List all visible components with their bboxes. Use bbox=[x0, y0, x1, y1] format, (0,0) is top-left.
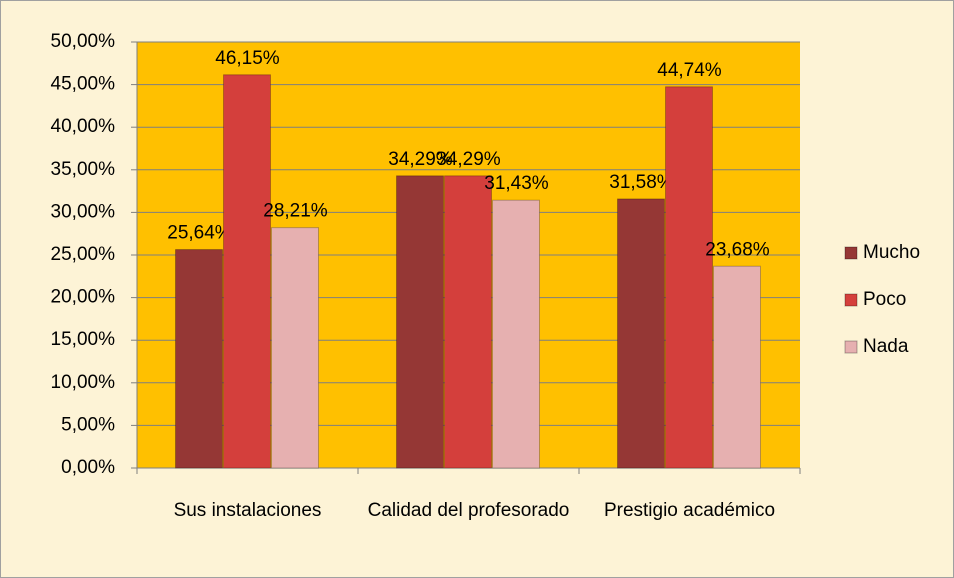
y-tick-label: 15,00% bbox=[51, 329, 116, 350]
bar-shade bbox=[223, 74, 271, 469]
x-tick-label: Sus instalaciones bbox=[173, 500, 322, 521]
data-label: 23,68% bbox=[705, 239, 770, 260]
bar-shade bbox=[396, 175, 444, 469]
legend-label: Nada bbox=[863, 336, 909, 357]
x-tick-label: Prestigio académico bbox=[603, 500, 776, 521]
bar-shade bbox=[617, 198, 665, 469]
y-tick-label: 5,00% bbox=[61, 414, 115, 435]
bar-shade bbox=[444, 175, 492, 469]
data-label: 31,43% bbox=[484, 173, 549, 194]
data-label: 46,15% bbox=[215, 48, 280, 69]
y-tick-label: 25,00% bbox=[51, 244, 116, 265]
bar-shade bbox=[665, 86, 713, 469]
data-label: 25,64% bbox=[167, 223, 232, 244]
data-label: 31,58% bbox=[609, 172, 674, 193]
data-label: 34,29% bbox=[388, 149, 453, 170]
y-tick-label: 50,00% bbox=[51, 31, 116, 52]
bar-shade bbox=[271, 227, 319, 469]
bar-shade bbox=[175, 249, 223, 469]
legend-swatch bbox=[844, 340, 858, 354]
y-tick-label: 10,00% bbox=[51, 372, 116, 393]
x-tick-label: Calidad del profesorado bbox=[367, 500, 570, 521]
data-label: 34,29% bbox=[436, 149, 501, 170]
data-label: 28,21% bbox=[263, 201, 328, 222]
legend-label: Poco bbox=[863, 289, 906, 310]
legend-label: Mucho bbox=[863, 242, 920, 263]
y-tick-label: 0,00% bbox=[61, 457, 115, 478]
bar-shade bbox=[713, 265, 761, 469]
legend-swatch bbox=[844, 293, 858, 307]
data-label: 44,74% bbox=[657, 60, 722, 81]
y-tick-label: 20,00% bbox=[51, 287, 116, 308]
y-tick-label: 45,00% bbox=[51, 74, 116, 95]
y-tick-label: 30,00% bbox=[51, 201, 116, 222]
y-tick-label: 40,00% bbox=[51, 116, 116, 137]
y-tick-label: 35,00% bbox=[51, 159, 116, 180]
legend-swatch bbox=[844, 246, 858, 260]
bar-shade bbox=[492, 199, 540, 469]
